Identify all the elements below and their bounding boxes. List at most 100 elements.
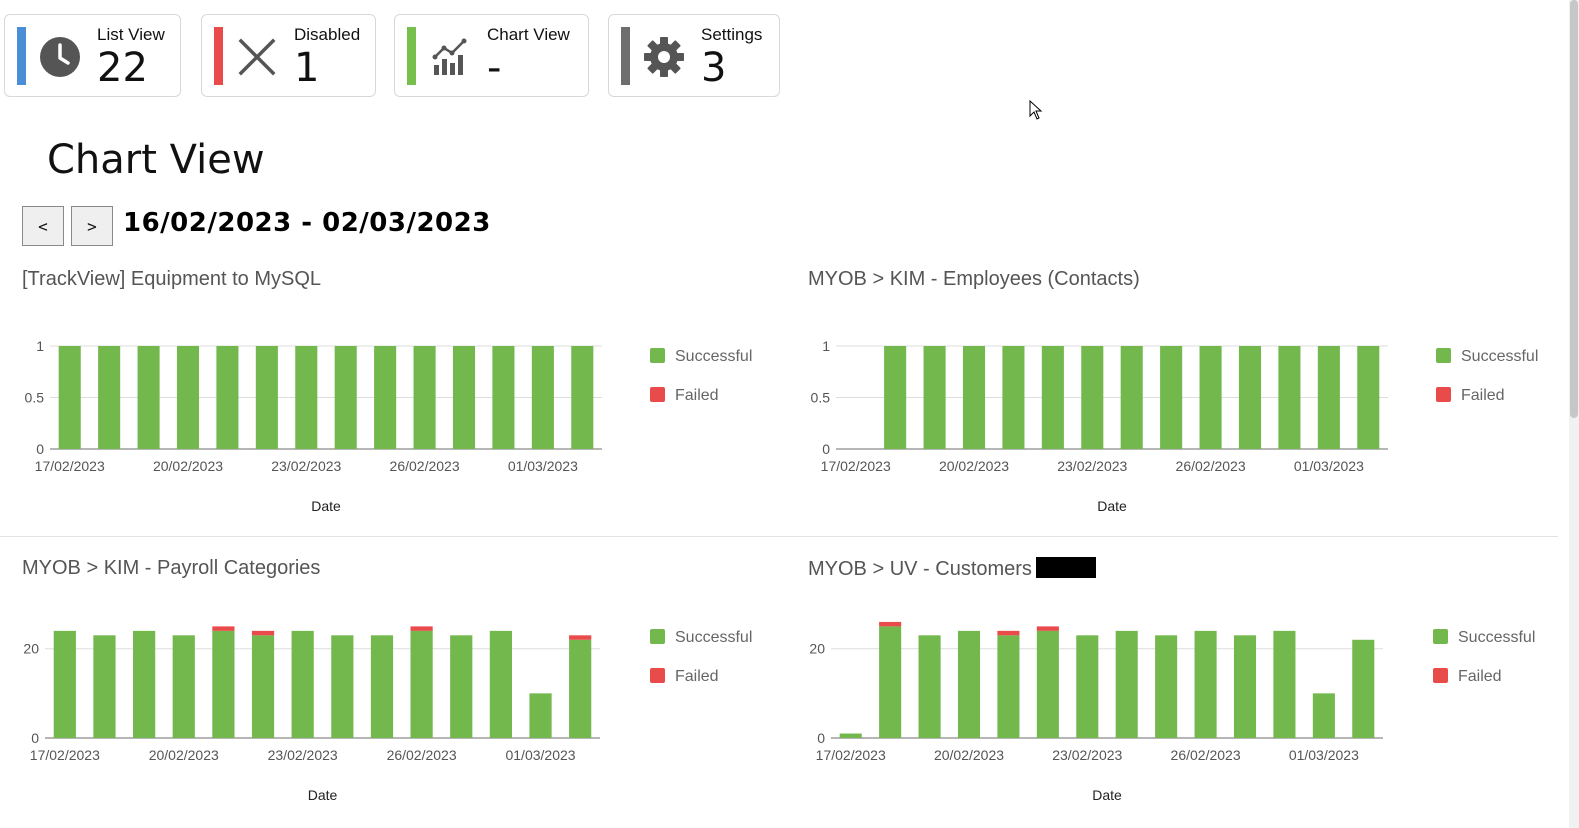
legend-swatch-successful xyxy=(1436,348,1451,363)
x-tick-label: 01/03/2023 xyxy=(505,747,575,763)
bar-successful xyxy=(413,346,436,449)
y-tick-label: 0 xyxy=(817,730,825,746)
bar-successful xyxy=(295,346,318,449)
bar-successful xyxy=(1352,639,1375,738)
legend-label: Successful xyxy=(675,348,752,365)
redacted-block xyxy=(1035,557,1096,578)
legend-swatch-successful xyxy=(650,348,665,363)
x-axis-label: Date xyxy=(1092,787,1122,803)
clock-icon xyxy=(40,37,80,77)
bar-successful xyxy=(1160,346,1183,449)
x-tick-label: 01/03/2023 xyxy=(508,458,578,474)
x-tick-label: 01/03/2023 xyxy=(1289,747,1359,763)
card-value: - xyxy=(487,45,502,91)
legend-swatch-failed xyxy=(1436,387,1451,402)
previous-button[interactable]: < xyxy=(22,206,64,246)
bar-successful xyxy=(1357,346,1380,449)
bar-successful xyxy=(492,346,515,449)
bar-successful xyxy=(1273,630,1296,738)
legend-label: Successful xyxy=(675,629,752,646)
y-tick-label: 20 xyxy=(809,641,825,657)
x-tick-label: 20/02/2023 xyxy=(934,747,1004,763)
bar-successful xyxy=(374,346,397,449)
bar-successful xyxy=(331,635,354,738)
list-view-card[interactable]: List View 22 xyxy=(4,14,181,97)
bar-successful xyxy=(212,630,235,738)
bar-successful xyxy=(531,346,554,449)
bar-successful xyxy=(1081,346,1104,449)
chart-view-color-bar xyxy=(407,27,416,85)
y-tick-label: 0.5 xyxy=(25,390,45,406)
x-axis-label: Date xyxy=(311,498,341,514)
settings-color-bar xyxy=(621,27,630,85)
legend-label: Successful xyxy=(1458,629,1535,646)
y-tick-label: 20 xyxy=(23,641,39,657)
legend-label: Failed xyxy=(1458,668,1502,685)
bar-failed xyxy=(569,635,592,640)
y-tick-label: 0 xyxy=(31,730,39,746)
bar-successful xyxy=(172,635,195,738)
legend-label: Failed xyxy=(675,668,719,685)
x-tick-label: 26/02/2023 xyxy=(387,747,457,763)
chart-title: MYOB > KIM - Employees (Contacts) xyxy=(808,268,1140,290)
bar-successful xyxy=(133,630,156,738)
bar-successful xyxy=(1036,630,1059,738)
bar-successful xyxy=(1194,630,1217,738)
bar-successful xyxy=(1155,635,1178,738)
x-axis-label: Date xyxy=(1097,498,1127,514)
bar-failed xyxy=(410,626,433,631)
disabled-card[interactable]: Disabled 1 xyxy=(201,14,376,97)
next-button[interactable]: > xyxy=(71,206,113,246)
bar-successful xyxy=(1115,630,1138,738)
card-label: Chart View xyxy=(487,25,570,44)
chart-svg: 0 20 17/02/2023 20/02/2023 23/02/2023 26/02/2… xyxy=(809,621,1535,803)
bar-successful xyxy=(450,635,473,738)
mouse-cursor-icon xyxy=(1029,100,1043,120)
date-range: 16/02/2023 - 02/03/2023 xyxy=(123,208,491,238)
bar-successful xyxy=(251,635,275,738)
section-divider xyxy=(0,536,1558,537)
chart-title-text: MYOB > UV - Customers xyxy=(808,558,1032,580)
x-tick-label: 01/03/2023 xyxy=(1294,458,1364,474)
list-view-color-bar xyxy=(17,27,26,85)
y-tick-label: 1 xyxy=(822,338,830,354)
chart-view-card[interactable]: Chart View - xyxy=(394,14,589,97)
scrollbar-thumb[interactable] xyxy=(1570,0,1578,418)
bar-successful xyxy=(918,635,941,738)
x-axis-label: Date xyxy=(308,787,338,803)
bar-failed xyxy=(879,621,902,627)
y-tick-label: 0 xyxy=(822,441,830,457)
bar-successful xyxy=(255,346,278,449)
legend-swatch-successful xyxy=(1433,629,1448,644)
bar-successful xyxy=(137,346,160,449)
bar-successful xyxy=(1041,346,1064,449)
x-tick-label: 26/02/2023 xyxy=(1171,747,1241,763)
gear-icon xyxy=(644,37,684,77)
x-tick-label: 26/02/2023 xyxy=(1176,458,1246,474)
legend-swatch-failed xyxy=(650,387,665,402)
bar-failed xyxy=(1036,626,1059,631)
bar-successful xyxy=(962,346,986,449)
x-tick-label: 20/02/2023 xyxy=(149,747,219,763)
card-label: List View xyxy=(97,25,165,44)
bar-failed xyxy=(997,630,1020,636)
bar-successful xyxy=(571,346,594,449)
bar-failed xyxy=(251,630,275,636)
legend-label: Failed xyxy=(675,387,719,404)
bar-successful xyxy=(839,733,862,738)
bar-successful xyxy=(216,346,239,449)
x-tick-label: 23/02/2023 xyxy=(271,458,341,474)
bar-successful xyxy=(1278,346,1301,449)
legend-label: Successful xyxy=(1461,348,1538,365)
x-tick-label: 23/02/2023 xyxy=(1052,747,1122,763)
scrollbar[interactable] xyxy=(1569,0,1579,828)
legend-swatch-failed xyxy=(1433,668,1448,683)
bar-successful xyxy=(1317,346,1340,449)
bar-successful xyxy=(997,635,1020,738)
legend-swatch-successful xyxy=(650,629,665,644)
bar-successful xyxy=(957,630,981,738)
settings-card[interactable]: Settings 3 xyxy=(608,14,780,97)
chart-title: [TrackView] Equipment to MySQL xyxy=(22,268,322,290)
bar-successful xyxy=(1002,346,1025,449)
bar-successful xyxy=(93,635,116,738)
